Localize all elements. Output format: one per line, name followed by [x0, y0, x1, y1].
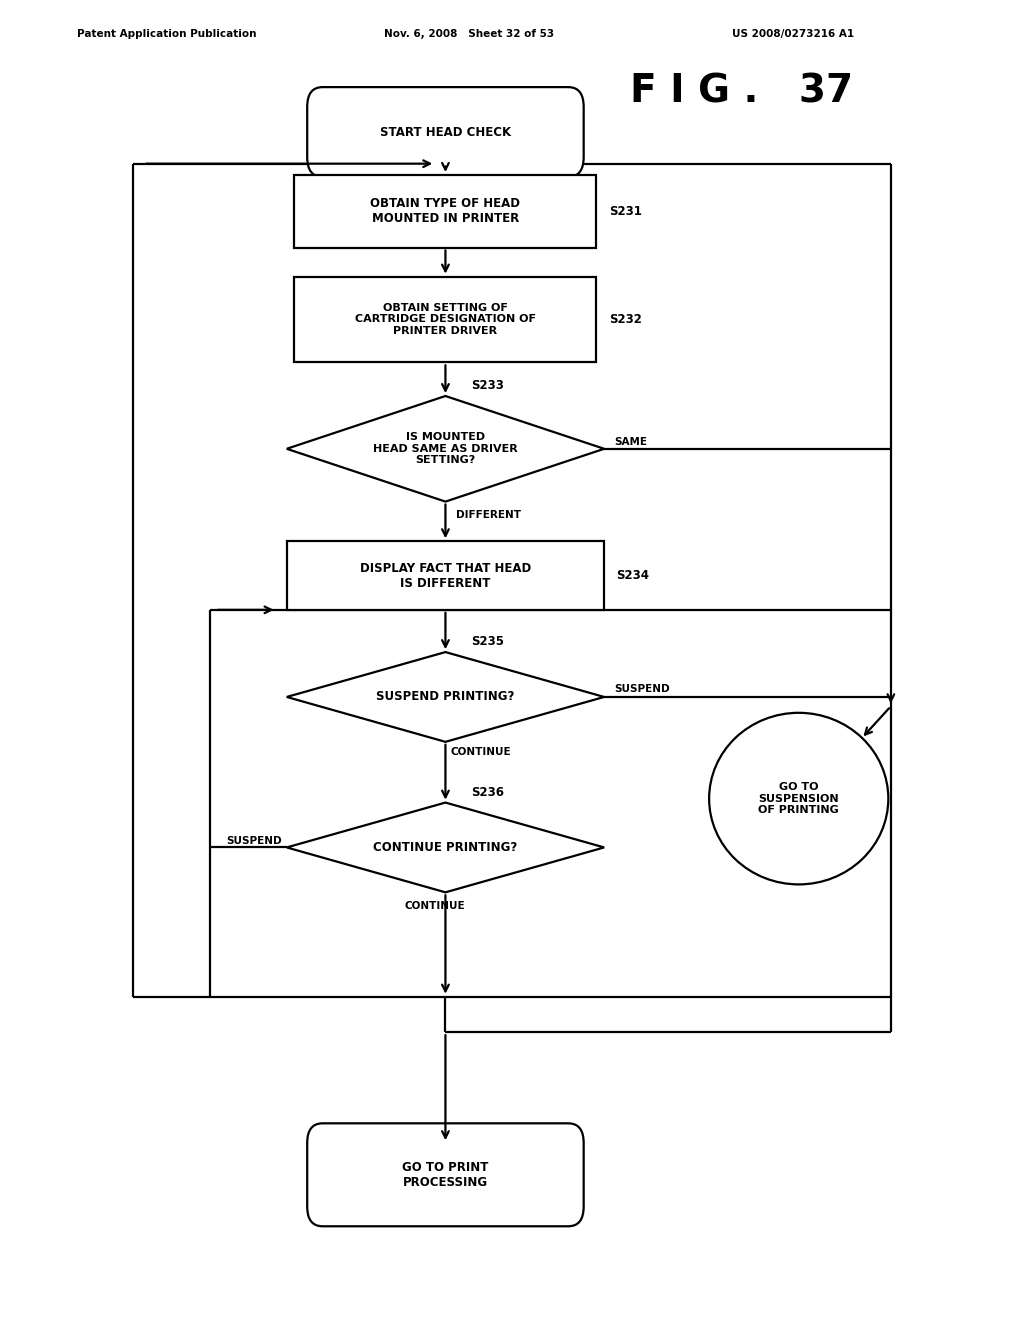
Text: DISPLAY FACT THAT HEAD
IS DIFFERENT: DISPLAY FACT THAT HEAD IS DIFFERENT — [359, 561, 531, 590]
Ellipse shape — [709, 713, 889, 884]
Text: F I G .   37: F I G . 37 — [630, 73, 853, 111]
Text: GO TO PRINT
PROCESSING: GO TO PRINT PROCESSING — [402, 1160, 488, 1189]
Bar — [295, 277, 596, 362]
Bar — [295, 174, 596, 248]
Text: S233: S233 — [471, 379, 504, 392]
Text: CONTINUE: CONTINUE — [404, 900, 466, 911]
Text: OBTAIN SETTING OF
CARTRIDGE DESIGNATION OF
PRINTER DRIVER: OBTAIN SETTING OF CARTRIDGE DESIGNATION … — [355, 302, 536, 337]
Text: SUSPEND: SUSPEND — [226, 836, 282, 846]
Polygon shape — [287, 396, 604, 502]
Text: SAME: SAME — [614, 437, 647, 447]
Polygon shape — [287, 652, 604, 742]
Text: IS MOUNTED
HEAD SAME AS DRIVER
SETTING?: IS MOUNTED HEAD SAME AS DRIVER SETTING? — [373, 432, 518, 466]
Polygon shape — [287, 803, 604, 892]
Text: Nov. 6, 2008   Sheet 32 of 53: Nov. 6, 2008 Sheet 32 of 53 — [384, 29, 554, 40]
Text: S232: S232 — [608, 313, 642, 326]
Text: SUSPEND: SUSPEND — [614, 684, 670, 694]
Text: CONTINUE: CONTINUE — [451, 747, 511, 758]
Text: S236: S236 — [471, 785, 504, 799]
Bar — [287, 541, 604, 610]
Text: GO TO
SUSPENSION
OF PRINTING: GO TO SUSPENSION OF PRINTING — [759, 781, 839, 816]
Text: START HEAD CHECK: START HEAD CHECK — [380, 125, 511, 139]
Text: S231: S231 — [608, 205, 642, 218]
FancyBboxPatch shape — [307, 87, 584, 177]
FancyBboxPatch shape — [307, 1123, 584, 1226]
Text: CONTINUE PRINTING?: CONTINUE PRINTING? — [374, 841, 517, 854]
Text: OBTAIN TYPE OF HEAD
MOUNTED IN PRINTER: OBTAIN TYPE OF HEAD MOUNTED IN PRINTER — [371, 197, 520, 226]
Text: S234: S234 — [616, 569, 649, 582]
Text: SUSPEND PRINTING?: SUSPEND PRINTING? — [376, 690, 515, 704]
Text: Patent Application Publication: Patent Application Publication — [77, 29, 256, 40]
Text: DIFFERENT: DIFFERENT — [456, 510, 520, 520]
Text: S235: S235 — [471, 635, 504, 648]
Text: US 2008/0273216 A1: US 2008/0273216 A1 — [732, 29, 854, 40]
